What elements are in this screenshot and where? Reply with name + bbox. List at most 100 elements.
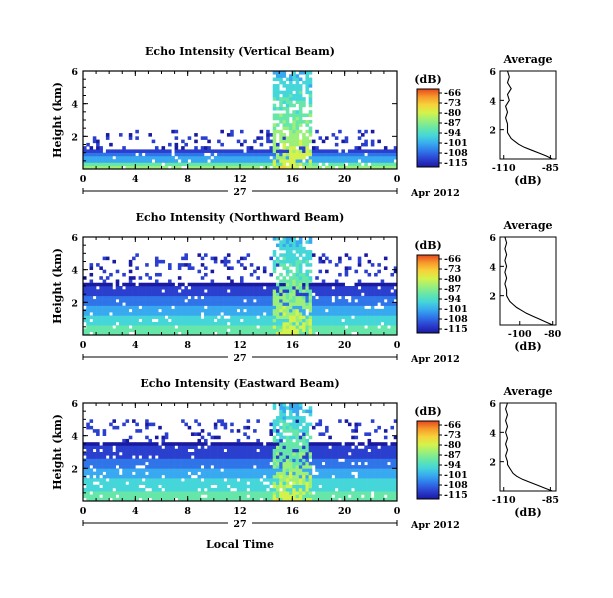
heatmap-cell: [354, 425, 359, 430]
heatmap-cell: [223, 289, 228, 293]
heatmap-cell: [321, 162, 326, 167]
heatmap-cell: [269, 442, 274, 446]
heatmap-cell: [213, 471, 218, 476]
heatmap-cell: [295, 263, 300, 267]
heatmap-cell: [361, 165, 365, 170]
heatmap-cell: [204, 292, 208, 297]
heatmap-cell: [102, 455, 107, 459]
heatmap-cell: [347, 461, 352, 466]
heatmap-cell: [266, 159, 270, 163]
heatmap-cell: [266, 468, 270, 472]
heatmap-cell: [259, 289, 264, 293]
heatmap-cell: [272, 406, 277, 410]
heatmap-cell: [266, 292, 270, 297]
heatmap-cell: [377, 425, 381, 430]
heatmap-cell: [132, 442, 136, 446]
heatmap-cell: [298, 448, 303, 453]
heatmap-cell: [325, 461, 329, 466]
heatmap-cell: [210, 461, 215, 466]
heatmap-cell: [347, 487, 352, 492]
heatmap-cell: [380, 292, 385, 297]
heatmap-cell: [298, 438, 303, 443]
heatmap-cell: [102, 269, 107, 274]
heatmap-cell: [272, 266, 277, 270]
heatmap-cell: [109, 452, 113, 456]
heatmap-cell: [256, 152, 260, 157]
heatmap-cell: [295, 142, 300, 147]
heatmap-cell: [105, 155, 110, 160]
heatmap-cell: [266, 302, 270, 306]
heatmap-cell: [364, 165, 368, 170]
heatmap-cell: [233, 478, 238, 482]
heatmap-cell: [370, 465, 375, 469]
heatmap-cell: [321, 312, 326, 316]
heatmap-cell: [99, 315, 103, 319]
heatmap-cell: [279, 139, 283, 144]
heatmap-cell: [154, 325, 159, 329]
heatmap-cell: [328, 165, 332, 170]
heatmap-cell: [361, 328, 365, 333]
heatmap-cell: [308, 256, 313, 261]
heatmap-cell: [86, 159, 90, 163]
heatmap-cell: [351, 299, 355, 303]
heatmap-cell: [243, 256, 247, 261]
heatmap-cell: [351, 292, 355, 297]
heatmap-cell: [318, 448, 323, 453]
heatmap-cell: [315, 308, 319, 313]
heatmap-cell: [357, 442, 362, 446]
heatmap-cell: [311, 162, 316, 167]
heatmap-cell: [112, 452, 117, 456]
heatmap-cell: [96, 452, 100, 456]
heatmap-cell: [105, 308, 110, 313]
heatmap-cell: [210, 442, 215, 446]
heatmap-cell: [249, 155, 254, 160]
heatmap-cell: [295, 478, 300, 482]
heatmap-cell: [318, 136, 323, 140]
heatmap-cell: [367, 152, 372, 157]
heatmap-cell: [233, 299, 238, 303]
heatmap-cell: [275, 113, 280, 118]
heatmap-cell: [135, 315, 139, 319]
heatmap-cell: [285, 299, 290, 303]
heatmap-cell: [138, 315, 143, 319]
heatmap-cell: [318, 282, 323, 287]
heatmap-cell: [125, 442, 130, 446]
heatmap-cell: [249, 302, 254, 306]
heatmap-cell: [210, 292, 215, 297]
heatmap-cell: [226, 452, 231, 456]
heatmap-cell: [357, 481, 362, 485]
heatmap-cell: [341, 497, 345, 502]
heatmap-cell: [194, 325, 198, 329]
heatmap-cell: [181, 155, 185, 160]
heatmap-cell: [390, 272, 395, 277]
heatmap-cell: [272, 321, 277, 326]
heatmap-cell: [174, 149, 179, 153]
heatmap-cell: [321, 295, 326, 300]
heatmap-cell: [344, 253, 349, 257]
heatmap-cell: [390, 491, 395, 495]
heatmap-cell: [289, 256, 293, 261]
heatmap-cell: [86, 491, 90, 495]
heatmap-cell: [138, 286, 143, 290]
heatmap-cell: [269, 286, 274, 290]
heatmap-cell: [295, 266, 300, 270]
heatmap-cell: [204, 155, 208, 160]
heatmap-cell: [305, 165, 309, 170]
heatmap-cell: [174, 471, 179, 476]
heatmap-cell: [184, 328, 188, 333]
heatmap-cell: [109, 286, 113, 290]
heatmap-cell: [383, 461, 388, 466]
heatmap-cell: [112, 331, 117, 336]
heatmap-cell: [308, 318, 313, 323]
heatmap-cell: [168, 315, 172, 319]
heatmap-cell: [285, 113, 290, 118]
heatmap-cell: [282, 491, 287, 495]
heatmap-cell: [374, 292, 378, 297]
heatmap-cell: [354, 455, 359, 459]
heatmap-cell: [207, 295, 211, 300]
heatmap-cell: [341, 468, 345, 472]
heatmap-cell: [289, 442, 293, 446]
heatmap-cell: [154, 282, 159, 287]
heatmap-cell: [236, 438, 241, 443]
heatmap-cell: [298, 253, 303, 257]
